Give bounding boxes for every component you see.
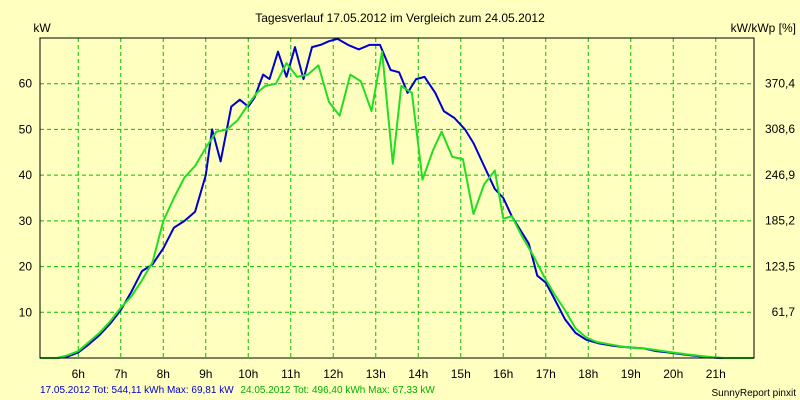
plot-frame [39,37,755,359]
chart-title: Tagesverlauf 17.05.2012 im Vergleich zum… [255,11,545,25]
x-tick-label: 20h [663,367,683,381]
x-tick-label: 21h [706,367,726,381]
y-axis-right-label: kW/kWp [%] [731,21,796,35]
y-tick-label-right: 185,2 [765,214,795,228]
y-tick-label-right: 370,4 [765,77,795,91]
footer-summary: 17.05.2012 Tot: 544,11 kWh Max: 69,81 kW… [40,385,435,396]
y-axis-left-label: kW [33,21,51,35]
footer-summary-series-2: 24.05.2012 Tot: 496,40 kWh Max: 67,33 kW [240,385,435,396]
x-tick-label: 14h [408,367,428,381]
x-tick-label: 17h [536,367,556,381]
y-tick-label-right: 123,5 [765,260,795,274]
x-tick-label: 9h [199,367,212,381]
x-tick-label: 19h [621,367,641,381]
x-tick-label: 18h [578,367,598,381]
x-tick-label: 15h [451,367,471,381]
tick-labels: 6h 7h 8h 9h 10h 11h 12h 13h 14h 15h 16h 17h 18h 19h 20… [19,77,796,381]
y-tick-label-left: 50 [19,122,33,136]
x-tick-label: 6h [72,367,85,381]
series-line-2 [40,50,754,359]
y-tick-label-right: 246,9 [765,168,795,182]
y-tick-label-left: 20 [19,260,33,274]
y-tick-label-left: 10 [19,305,33,319]
footer-credit: SunnyReport pinxit [712,388,797,399]
y-tick-label-left: 30 [19,214,33,228]
plot-area-border [39,37,755,359]
x-tick-label: 16h [493,367,513,381]
y-tick-label-right: 308,6 [765,122,795,136]
y-tick-label-left: 40 [19,168,33,182]
y-tick-label-right: 61,7 [772,305,796,319]
x-tick-label: 8h [157,367,170,381]
y-tick-label-left: 60 [19,77,33,91]
footer-summary-series-1: 17.05.2012 Tot: 544,11 kWh Max: 69,81 kW [40,385,234,396]
x-tick-label: 12h [323,367,343,381]
x-tick-label: 10h [238,367,258,381]
series-layer [40,37,754,359]
x-tick-label: 11h [281,367,300,381]
x-tick-label: 13h [366,367,386,381]
x-tick-label: 7h [114,367,127,381]
